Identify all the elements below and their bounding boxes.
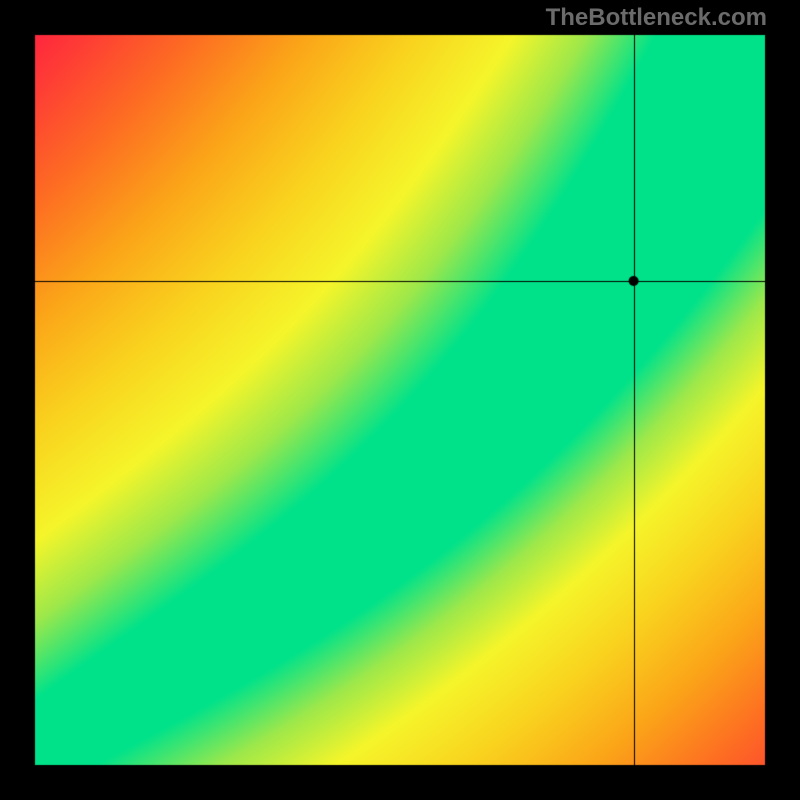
watermark-text: TheBottleneck.com [546,4,767,32]
chart-container: TheBottleneck.com [0,0,800,800]
heatmap-canvas [0,0,800,800]
